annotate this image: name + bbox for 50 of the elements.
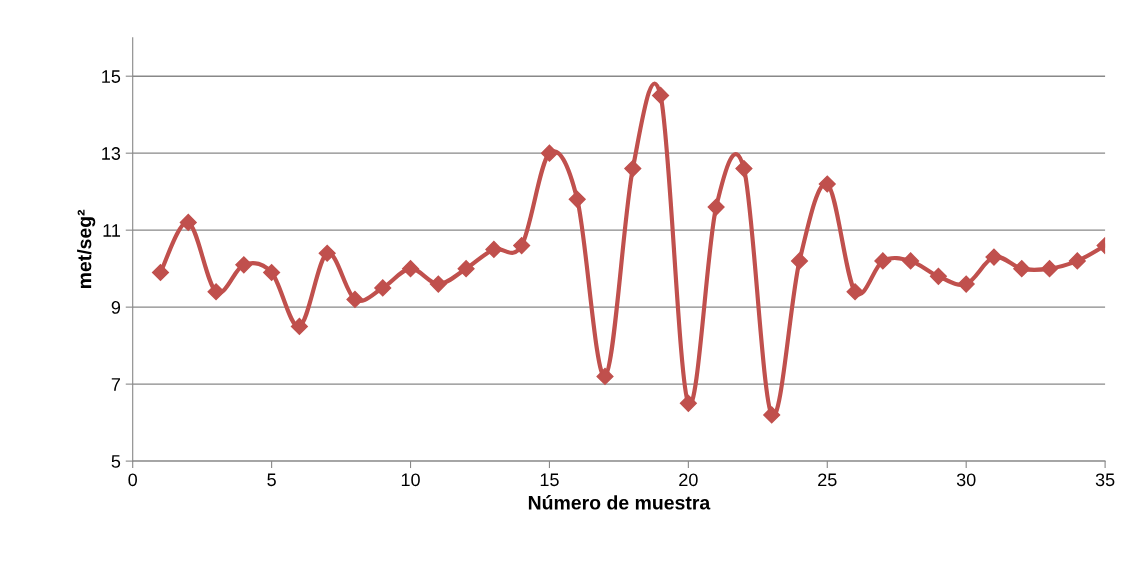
- point: [485, 240, 503, 258]
- y-tick-label: 5: [111, 455, 121, 468]
- point: [790, 252, 809, 270]
- y-tick-label: 13: [102, 147, 121, 160]
- point: [401, 260, 420, 278]
- y-axis-title: met/seg²: [77, 209, 96, 289]
- point: [374, 279, 392, 297]
- x-axis-title: Número de muestra: [528, 495, 711, 510]
- x-tick-label: 10: [401, 473, 420, 487]
- point: [346, 290, 364, 308]
- y-tick-label: 11: [103, 224, 121, 237]
- x-tick-label: 25: [818, 473, 837, 487]
- point: [735, 160, 753, 178]
- point: [263, 263, 281, 282]
- point: [318, 244, 336, 262]
- point: [513, 236, 531, 255]
- point: [1040, 260, 1059, 278]
- point: [707, 198, 725, 216]
- x-tick-label: 15: [540, 473, 559, 487]
- point: [1013, 260, 1031, 278]
- point: [207, 283, 225, 301]
- x-tick-label: 30: [956, 473, 976, 487]
- x-tick-label: 20: [679, 473, 698, 487]
- point: [902, 252, 920, 270]
- point: [429, 275, 447, 293]
- point: [457, 260, 475, 278]
- point: [624, 160, 642, 178]
- x-tick-label: 5: [267, 473, 276, 487]
- point: [568, 190, 586, 208]
- point: [679, 394, 697, 412]
- point: [596, 367, 614, 385]
- x-tick-label: 35: [1095, 473, 1115, 487]
- point: [1068, 252, 1086, 270]
- point: [763, 406, 781, 424]
- point: [846, 283, 864, 301]
- x-tick-label: 0: [128, 473, 138, 487]
- y-tick-label: 7: [111, 378, 120, 391]
- point: [929, 267, 947, 285]
- point: [652, 86, 670, 104]
- point: [151, 263, 170, 282]
- point: [290, 317, 308, 335]
- point: [179, 213, 197, 232]
- point: [235, 256, 253, 274]
- point: [540, 144, 558, 162]
- point: [957, 275, 975, 293]
- y-tick-label: 9: [111, 301, 121, 314]
- point: [874, 252, 892, 270]
- y-tick-label: 15: [102, 70, 121, 83]
- point: [985, 248, 1003, 266]
- point: [818, 175, 836, 193]
